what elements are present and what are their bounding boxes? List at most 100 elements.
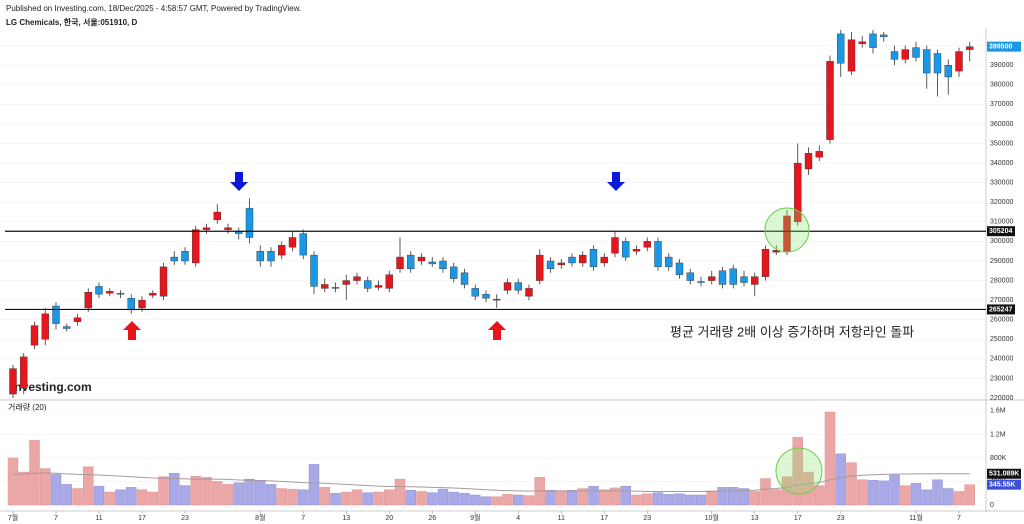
x-tick-label: 20 <box>385 515 393 522</box>
candle-body <box>428 261 436 265</box>
x-tick-label: 13 <box>342 515 350 522</box>
candle-body <box>546 260 555 270</box>
candle-body <box>858 41 866 44</box>
candle-body <box>493 298 501 301</box>
volume-bar <box>222 484 234 506</box>
candle-body <box>460 272 469 285</box>
volume-bar <box>437 488 449 506</box>
volume-bar <box>523 495 535 506</box>
volume-bar <box>943 488 954 506</box>
candle-body <box>213 211 221 221</box>
volume-bar <box>910 483 922 506</box>
y-tick-label: 380000 <box>990 82 1013 89</box>
volume-bar <box>7 457 19 506</box>
candle-body <box>385 274 393 289</box>
candle-body <box>815 151 823 158</box>
candle-body <box>202 227 211 230</box>
marks: 220000 230000 240000 250000 260000 270000 2800… <box>0 30 1021 522</box>
candle-body <box>600 256 608 264</box>
ma-tag-label: 531.089K <box>989 471 1019 478</box>
volume-bar <box>577 488 588 506</box>
volume-bar <box>308 464 320 506</box>
candle-body <box>514 282 522 291</box>
volume-bar <box>685 494 696 506</box>
volume-bar <box>900 485 911 506</box>
volume-bar <box>545 490 556 506</box>
candle-body <box>966 46 974 50</box>
volume-bar <box>255 480 266 506</box>
volume-bar <box>394 478 406 506</box>
candle-body <box>170 256 178 262</box>
volume-bar <box>384 489 395 506</box>
volume-bar <box>513 494 524 506</box>
candle-body <box>697 281 705 283</box>
last-price-tag <box>987 41 1021 52</box>
x-tick-label: 26 <box>428 515 436 522</box>
candle-body <box>245 207 254 238</box>
volume-bar <box>83 466 94 506</box>
candle-body <box>718 270 727 285</box>
candle-body <box>761 249 770 277</box>
last-price-tag-label: 399500 <box>989 43 1012 50</box>
volume-bar <box>728 487 739 506</box>
ma-tag <box>987 468 1021 479</box>
volume-bar <box>717 487 728 506</box>
volume-bar <box>502 494 513 506</box>
candle-body <box>63 326 71 329</box>
price-tag-label: 265247 <box>989 306 1012 313</box>
candle-body <box>439 260 447 270</box>
candle-body <box>353 276 361 281</box>
candle-body <box>450 266 458 279</box>
candle-body <box>654 241 662 268</box>
candle-body <box>299 233 307 256</box>
candle-body <box>235 231 243 234</box>
candle-body <box>589 249 598 268</box>
x-tick-label: 11 <box>95 515 102 522</box>
volume-bar <box>244 478 255 506</box>
candle-body <box>331 287 340 289</box>
x-tick-label: 23 <box>181 515 189 522</box>
candle-body <box>30 325 39 346</box>
candle-body <box>73 317 82 322</box>
candle-body <box>41 313 49 340</box>
volume-bar <box>158 476 169 506</box>
candle-body <box>901 49 909 60</box>
volume-bar <box>792 437 803 506</box>
y-tick-label: 260000 <box>990 317 1013 324</box>
volume-bar <box>642 493 653 506</box>
chart-title: LG Chemicals, 한국, 서울:051910, D <box>6 17 137 27</box>
volume-bar <box>878 480 889 506</box>
candle-body <box>116 293 125 295</box>
x-tick-label: 4 <box>516 515 520 522</box>
volume-bar <box>341 491 352 506</box>
candle-body <box>751 276 759 285</box>
volume-bar <box>889 474 900 506</box>
arrows <box>123 172 625 340</box>
candle-body <box>192 229 200 264</box>
x-tick-label: 23 <box>643 515 651 522</box>
volume-bar <box>287 488 298 506</box>
volume-bar <box>470 494 481 506</box>
volume-bar <box>18 471 29 506</box>
volume-bar <box>867 480 879 506</box>
candle-body <box>95 286 103 295</box>
y-tick-label: 370000 <box>990 101 1013 108</box>
price-tag-label: 305204 <box>989 228 1012 235</box>
y-tick-label: 240000 <box>990 356 1013 363</box>
candle-body <box>675 262 684 275</box>
volume-bar <box>932 479 943 506</box>
volume-bar <box>115 489 126 506</box>
candle-body <box>52 305 60 324</box>
candle-body <box>20 356 28 389</box>
candle-body <box>321 284 329 289</box>
candle-body <box>611 237 619 254</box>
candle-body <box>933 53 942 74</box>
volume-bar <box>566 490 578 506</box>
candle-body <box>224 227 232 230</box>
volume-bar <box>824 411 836 506</box>
up-arrow <box>123 321 141 340</box>
y-tick-label: 350000 <box>990 140 1013 147</box>
candle-body <box>482 294 490 299</box>
candle-body <box>84 292 92 309</box>
volume-bar <box>351 489 363 506</box>
